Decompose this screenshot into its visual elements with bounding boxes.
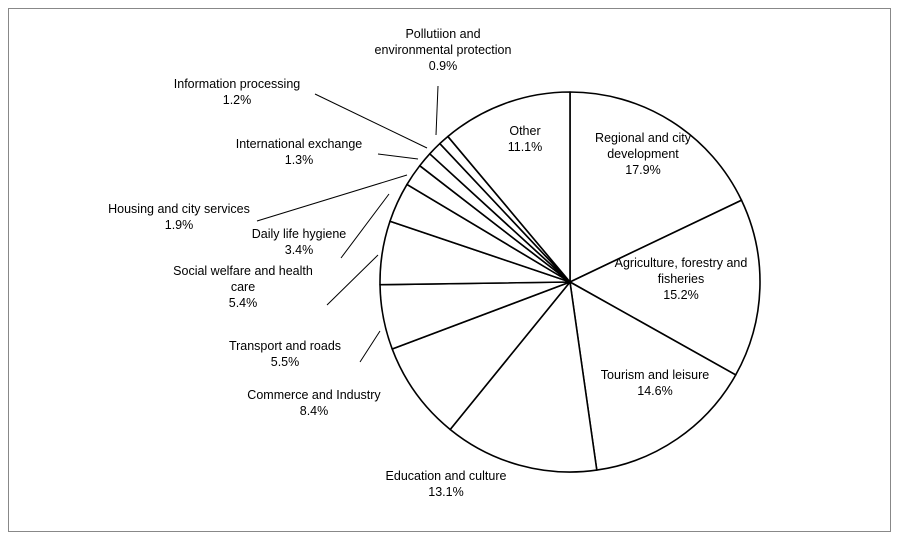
slice-percent-other: 11.1% <box>508 140 543 154</box>
slice-percent-commerce-and-industry: 8.4% <box>300 404 329 418</box>
pie-chart: Regional and city development 17.9% Agricul… <box>108 27 761 499</box>
slice-name-social-welfare-and-health-care: Social welfare and health <box>173 264 313 278</box>
slice-label-other: Other 11.1% <box>508 124 543 154</box>
slice-name-daily-life-hygiene: Daily life hygiene <box>252 227 347 241</box>
slice-name-agriculture-forestry-and-fisheries: fisheries <box>658 272 705 286</box>
chart-frame: Regional and city development 17.9% Agricul… <box>8 8 891 532</box>
slice-name-pollutiion-and-environmental-protection: environmental protection <box>375 43 512 57</box>
slice-name-international-exchange: International exchange <box>236 137 363 151</box>
leader-lines-layer <box>256 85 439 363</box>
slice-label-pollutiion-and-environmental-protection: Pollutiion and environmental protection 0.… <box>375 27 512 73</box>
slice-name-agriculture-forestry-and-fisheries: Agriculture, forestry and <box>615 256 748 270</box>
slice-percent-daily-life-hygiene: 3.4% <box>285 243 314 257</box>
slice-label-social-welfare-and-health-care: Social welfare and health care 5.4% <box>173 264 313 310</box>
leader-line-daily-life-hygiene <box>340 193 390 259</box>
slice-percent-pollutiion-and-environmental-protection: 0.9% <box>429 59 458 73</box>
slice-name-housing-and-city-services: Housing and city services <box>108 202 250 216</box>
slice-percent-education-and-culture: 13.1% <box>428 485 463 499</box>
slice-label-housing-and-city-services: Housing and city services 1.9% <box>108 202 250 232</box>
pie-slice-other <box>447 91 571 283</box>
slice-percent-agriculture-forestry-and-fisheries: 15.2% <box>663 288 698 302</box>
slice-name-regional-and-city-development: development <box>607 147 679 161</box>
slice-percent-information-processing: 1.2% <box>223 93 252 107</box>
slice-label-education-and-culture: Education and culture 13.1% <box>386 469 507 499</box>
leader-line-transport-and-roads <box>359 330 381 363</box>
slice-name-social-welfare-and-health-care: care <box>231 280 255 294</box>
slice-percent-social-welfare-and-health-care: 5.4% <box>229 296 258 310</box>
slice-percent-international-exchange: 1.3% <box>285 153 314 167</box>
pie-slice-regional-and-city-development <box>569 91 743 283</box>
slices-layer <box>379 91 761 473</box>
slice-label-tourism-and-leisure: Tourism and leisure 14.6% <box>601 368 709 398</box>
slice-label-commerce-and-industry: Commerce and Industry 8.4% <box>247 388 381 418</box>
slice-percent-transport-and-roads: 5.5% <box>271 355 300 369</box>
leader-line-international-exchange <box>377 153 419 160</box>
slice-name-information-processing: Information processing <box>174 77 301 91</box>
leader-line-social-welfare-and-health-care <box>326 254 379 306</box>
pie-slice-tourism-and-leisure <box>569 281 737 471</box>
pie-slice-commerce-and-industry <box>391 281 571 431</box>
leader-line-pollutiion-and-environmental-protection <box>435 85 439 136</box>
slice-name-tourism-and-leisure: Tourism and leisure <box>601 368 709 382</box>
slice-percent-tourism-and-leisure: 14.6% <box>637 384 672 398</box>
slice-name-pollutiion-and-environmental-protection: Pollutiion and <box>405 27 480 41</box>
pie-slice-agriculture-forestry-and-fisheries <box>569 199 761 376</box>
slice-name-commerce-and-industry: Commerce and Industry <box>247 388 381 402</box>
slice-name-education-and-culture: Education and culture <box>386 469 507 483</box>
slice-percent-regional-and-city-development: 17.9% <box>625 163 660 177</box>
leader-line-information-processing <box>314 93 428 149</box>
slice-label-international-exchange: International exchange 1.3% <box>236 137 363 167</box>
slice-percent-housing-and-city-services: 1.9% <box>165 218 194 232</box>
slice-label-information-processing: Information processing 1.2% <box>174 77 301 107</box>
slice-label-daily-life-hygiene: Daily life hygiene 3.4% <box>252 227 347 257</box>
labels-layer: Regional and city development 17.9% Agricul… <box>108 27 747 499</box>
slice-label-regional-and-city-development: Regional and city development 17.9% <box>595 131 692 177</box>
pie-slice-education-and-culture <box>449 281 598 473</box>
slice-name-other: Other <box>509 124 540 138</box>
leader-line-housing-and-city-services <box>256 174 408 222</box>
slice-label-transport-and-roads: Transport and roads 5.5% <box>229 339 341 369</box>
slice-label-agriculture-forestry-and-fisheries: Agriculture, forestry and fisheries 15.2% <box>615 256 748 302</box>
slice-name-transport-and-roads: Transport and roads <box>229 339 341 353</box>
slice-name-regional-and-city-development: Regional and city <box>595 131 692 145</box>
